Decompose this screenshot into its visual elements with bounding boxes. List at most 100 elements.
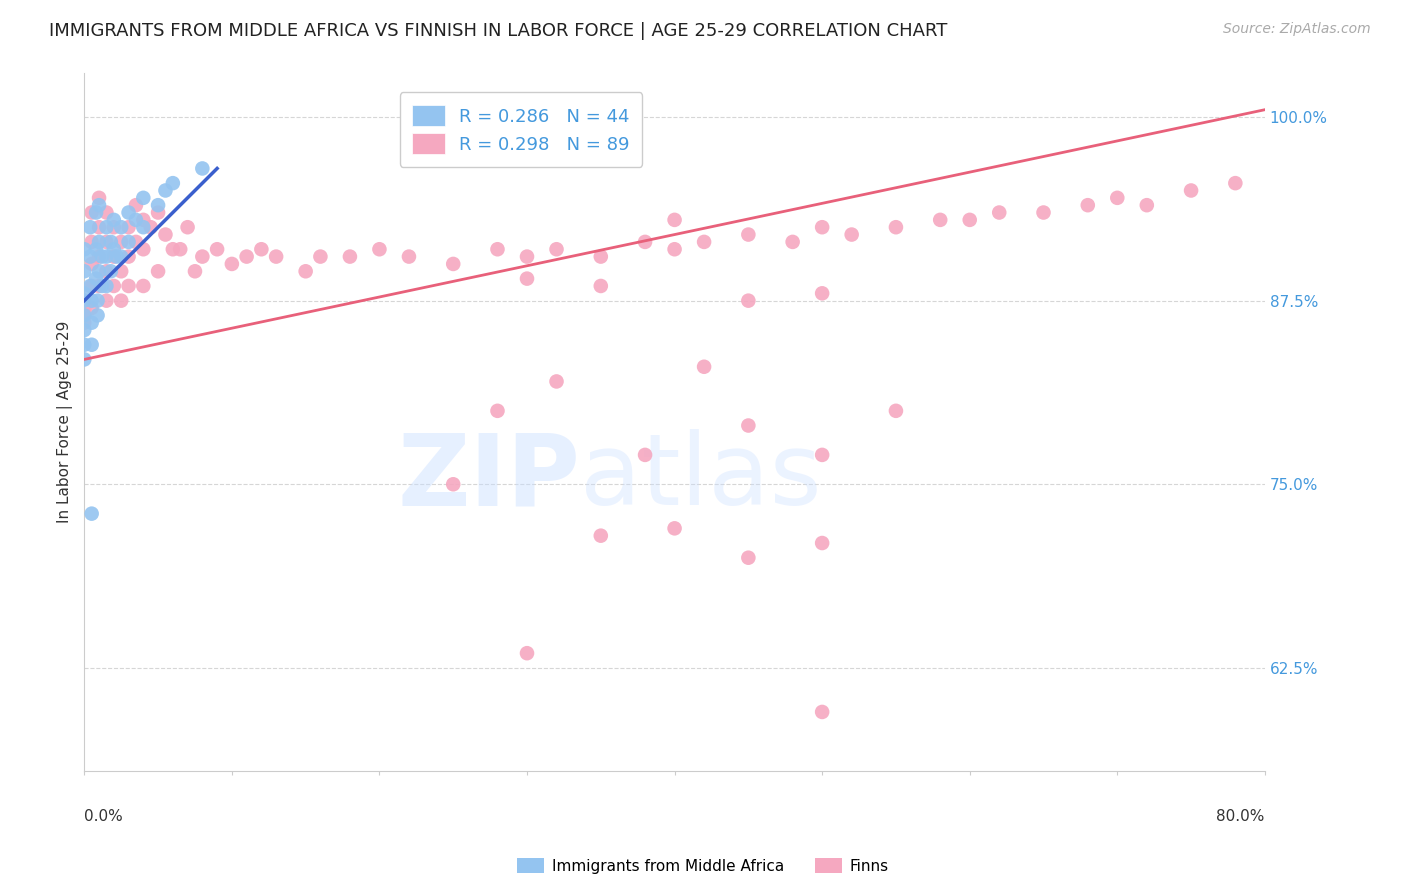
- Point: [105, 250, 128, 264]
- Text: ZIP: ZIP: [398, 429, 581, 526]
- Point: [84, 205, 107, 219]
- Point: [841, 227, 863, 242]
- Point: [73, 309, 96, 323]
- Point: [398, 250, 420, 264]
- Point: [132, 191, 155, 205]
- Point: [929, 212, 952, 227]
- Point: [80, 279, 103, 293]
- Point: [664, 212, 686, 227]
- Point: [162, 242, 184, 256]
- Point: [117, 205, 139, 219]
- Text: 80.0%: 80.0%: [1216, 809, 1265, 824]
- Point: [84, 242, 107, 256]
- Point: [91, 279, 114, 293]
- Point: [125, 198, 148, 212]
- Point: [132, 212, 155, 227]
- Point: [79, 279, 101, 293]
- Point: [80, 257, 103, 271]
- Point: [146, 264, 169, 278]
- Point: [516, 646, 538, 660]
- Point: [103, 250, 125, 264]
- Point: [87, 191, 110, 205]
- Point: [73, 264, 96, 278]
- Point: [80, 205, 103, 219]
- Point: [87, 279, 110, 293]
- Point: [86, 293, 108, 308]
- Legend: Immigrants from Middle Africa, Finns: Immigrants from Middle Africa, Finns: [510, 852, 896, 880]
- Point: [100, 264, 122, 278]
- Point: [221, 257, 243, 271]
- Point: [96, 250, 118, 264]
- Text: Source: ZipAtlas.com: Source: ZipAtlas.com: [1223, 22, 1371, 37]
- Point: [811, 448, 834, 462]
- Point: [103, 212, 125, 227]
- Point: [84, 271, 107, 285]
- Point: [87, 198, 110, 212]
- Text: IMMIGRANTS FROM MIDDLE AFRICA VS FINNISH IN LABOR FORCE | AGE 25-29 CORRELATION : IMMIGRANTS FROM MIDDLE AFRICA VS FINNISH…: [49, 22, 948, 40]
- Point: [80, 337, 103, 351]
- Point: [73, 301, 96, 315]
- Point: [139, 220, 162, 235]
- Point: [96, 264, 118, 278]
- Point: [811, 536, 834, 550]
- Point: [176, 220, 198, 235]
- Point: [441, 477, 464, 491]
- Point: [73, 293, 96, 308]
- Point: [73, 309, 96, 323]
- Point: [693, 359, 716, 374]
- Point: [191, 161, 214, 176]
- Point: [1032, 205, 1054, 219]
- Point: [110, 235, 132, 249]
- Point: [589, 529, 612, 543]
- Point: [811, 220, 834, 235]
- Point: [546, 375, 568, 389]
- Point: [86, 309, 108, 323]
- Point: [589, 250, 612, 264]
- Point: [125, 235, 148, 249]
- Point: [80, 235, 103, 249]
- Point: [1136, 198, 1159, 212]
- Point: [589, 279, 612, 293]
- Point: [959, 212, 981, 227]
- Point: [87, 220, 110, 235]
- Point: [103, 242, 125, 256]
- Point: [79, 220, 101, 235]
- Point: [737, 293, 759, 308]
- Point: [737, 550, 759, 565]
- Point: [737, 418, 759, 433]
- Point: [664, 521, 686, 535]
- Point: [80, 316, 103, 330]
- Point: [80, 301, 103, 315]
- Point: [169, 242, 191, 256]
- Point: [103, 220, 125, 235]
- Point: [634, 235, 657, 249]
- Point: [73, 316, 96, 330]
- Point: [103, 279, 125, 293]
- Point: [125, 212, 148, 227]
- Point: [368, 242, 391, 256]
- Point: [191, 250, 214, 264]
- Point: [546, 242, 568, 256]
- Point: [110, 220, 132, 235]
- Point: [146, 205, 169, 219]
- Point: [486, 404, 509, 418]
- Point: [693, 235, 716, 249]
- Point: [100, 235, 122, 249]
- Text: 0.0%: 0.0%: [84, 809, 124, 824]
- Point: [117, 235, 139, 249]
- Point: [80, 507, 103, 521]
- Point: [1107, 191, 1129, 205]
- Point: [486, 242, 509, 256]
- Point: [184, 264, 207, 278]
- Point: [155, 184, 177, 198]
- Point: [96, 205, 118, 219]
- Point: [339, 250, 361, 264]
- Point: [132, 242, 155, 256]
- Point: [73, 352, 96, 367]
- Point: [87, 250, 110, 264]
- Text: atlas: atlas: [581, 429, 821, 526]
- Point: [117, 250, 139, 264]
- Point: [110, 250, 132, 264]
- Point: [110, 293, 132, 308]
- Point: [96, 279, 118, 293]
